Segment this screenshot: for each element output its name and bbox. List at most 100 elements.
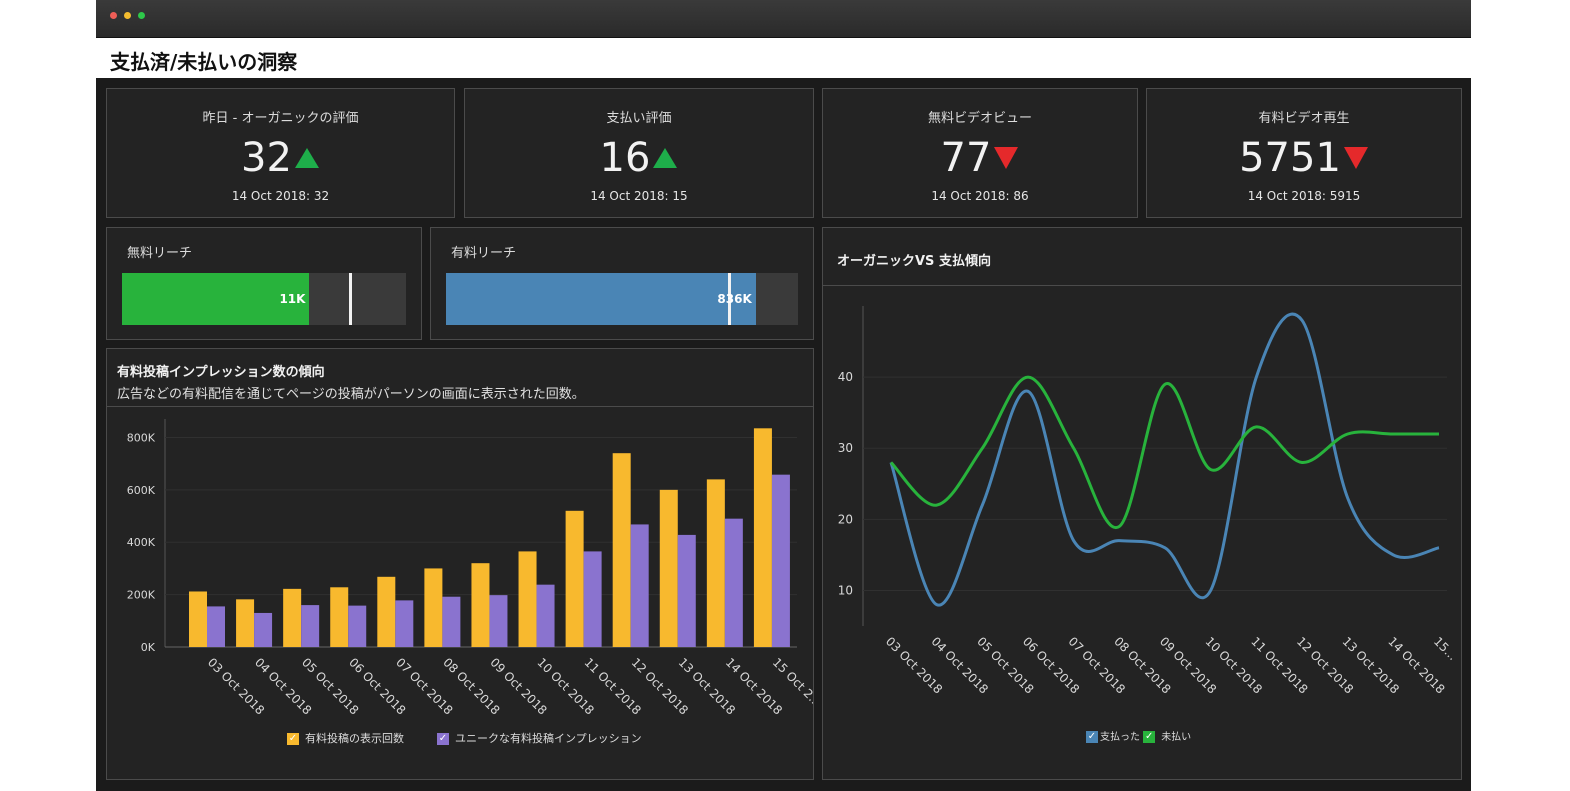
bar-paid-impressions — [471, 563, 490, 647]
y-tick-label: 20 — [838, 512, 853, 526]
checkbox-icon[interactable]: ✓ — [287, 733, 299, 745]
y-tick-label: 400K — [127, 536, 156, 549]
bar-unique-impressions — [677, 534, 696, 647]
divider — [107, 406, 813, 407]
chart-subtitle: 広告などの有料配信を通じてページの投稿がパーソンの画面に表示された回数。 — [117, 387, 585, 402]
trend-up-icon — [652, 147, 678, 169]
kpi-value: 5751 — [1239, 135, 1341, 181]
bar-unique-impressions — [254, 612, 273, 647]
x-tick-label: 15... — [1431, 634, 1460, 663]
y-tick-label: 40 — [838, 370, 853, 384]
divider — [823, 285, 1461, 286]
trend-down-icon — [993, 146, 1019, 170]
bar-unique-impressions — [630, 524, 649, 647]
kpi-value: 32 — [241, 135, 292, 181]
chart-title: 有料投稿インプレッション数の傾向 — [117, 365, 325, 380]
bar-paid-impressions — [377, 576, 396, 647]
reach-value: 836K — [717, 292, 752, 306]
bar-unique-impressions — [395, 600, 414, 647]
bar-paid-impressions — [753, 428, 772, 647]
kpi-card-paid-video-plays[interactable]: 有料ビデオ再生 5751 14 Oct 2018: 5915 — [1146, 88, 1462, 218]
trend-down-icon — [1343, 146, 1369, 170]
kpi-card-free-video-views[interactable]: 無料ビデオビュー 77 14 Oct 2018: 86 — [822, 88, 1138, 218]
maximize-window-icon[interactable] — [138, 12, 145, 19]
y-tick-label: 10 — [838, 583, 853, 597]
close-window-icon[interactable] — [110, 12, 117, 19]
bar-unique-impressions — [583, 551, 602, 647]
legend-item-paid[interactable]: ✓ 支払った — [1086, 731, 1140, 743]
line-legend: ✓ 支払った ✓ 未払い — [1086, 728, 1191, 743]
checkbox-icon[interactable]: ✓ — [437, 733, 449, 745]
app-window: 支払済/未払いの洞察 昨日 - オーガニックの評価 32 14 Oct 2018… — [96, 0, 1471, 791]
reach-value: 11K — [279, 292, 306, 306]
chart-title: オーガニックVS 支払傾向 — [837, 254, 991, 269]
bar-paid-impressions — [612, 453, 631, 647]
free-reach-bar: 11K — [122, 273, 406, 325]
bar-paid-impressions — [236, 599, 255, 647]
bar-paid-impressions — [706, 479, 725, 647]
title-bar: 支払済/未払いの洞察 — [96, 38, 1471, 78]
kpi-previous: 14 Oct 2018: 5915 — [1247, 189, 1361, 203]
bar-paid-impressions — [283, 588, 302, 647]
kpi-label: 支払い評価 — [606, 111, 672, 126]
series-line-unpaid — [889, 375, 1439, 530]
kpi-value: 16 — [599, 135, 651, 181]
legend-label: 未払い — [1161, 732, 1192, 743]
bar-paid-impressions — [659, 489, 678, 647]
y-tick-label: 600K — [127, 484, 156, 497]
bar-unique-impressions — [348, 605, 367, 647]
bar-unique-impressions — [771, 474, 790, 647]
bar-unique-impressions — [442, 596, 461, 647]
kpi-card-organic-rating[interactable]: 昨日 - オーガニックの評価 32 14 Oct 2018: 32 — [106, 88, 455, 218]
reach-label: 有料リーチ — [451, 246, 517, 261]
kpi-label: 昨日 - オーガニックの評価 — [202, 111, 359, 126]
legend-label: ユニークな有料投稿インプレッション — [455, 732, 642, 745]
paid-reach-fill — [446, 273, 756, 325]
kpi-label: 無料ビデオビュー — [927, 111, 1032, 126]
y-tick-label: 200K — [127, 589, 156, 602]
bar-paid-impressions — [189, 591, 207, 647]
kpi-previous: 14 Oct 2018: 32 — [231, 189, 330, 203]
bar-paid-impressions — [424, 568, 443, 647]
checkbox-icon[interactable]: ✓ — [1086, 731, 1098, 743]
legend-label: 支払った — [1100, 732, 1140, 743]
page-title: 支払済/未払いの洞察 — [110, 50, 298, 74]
legend-label: 有料投稿の表示回数 — [305, 732, 404, 745]
dashboard: 昨日 - オーガニックの評価 32 14 Oct 2018: 32 支払い評価 … — [96, 78, 1471, 791]
kpi-previous: 14 Oct 2018: 15 — [590, 189, 688, 203]
free-reach-fill — [122, 273, 310, 325]
kpi-previous: 14 Oct 2018: 86 — [931, 189, 1029, 203]
bar-unique-impressions — [207, 606, 225, 647]
bar-unique-impressions — [724, 518, 743, 647]
window-titlebar — [96, 0, 1471, 38]
target-marker — [349, 273, 353, 325]
target-marker — [727, 273, 731, 325]
checkbox-icon[interactable]: ✓ — [1143, 731, 1156, 743]
bar-unique-impressions — [536, 584, 555, 647]
reach-label: 無料リーチ — [127, 246, 193, 261]
kpi-label: 有料ビデオ再生 — [1258, 111, 1350, 126]
kpi-value: 77 — [940, 135, 992, 181]
legend-item-paid-impressions[interactable]: ✓ 有料投稿の表示回数 — [287, 732, 404, 745]
trend-up-icon — [294, 147, 320, 169]
trend-chart-card: オーガニックVS 支払傾向 10 20 30 40 03 Oct 2018 04 Oct … — [822, 227, 1462, 780]
bar-paid-impressions — [518, 551, 537, 647]
minimize-window-icon[interactable] — [124, 12, 131, 19]
legend-item-unpaid[interactable]: ✓ 未払い — [1143, 731, 1192, 743]
paid-reach-bar: 836K — [446, 273, 798, 325]
bar-unique-impressions — [301, 605, 320, 647]
paid-reach-card[interactable]: 有料リーチ 836K — [430, 227, 814, 340]
y-tick-label: 0K — [141, 641, 156, 654]
kpi-card-paid-rating[interactable]: 支払い評価 16 14 Oct 2018: 15 — [464, 88, 814, 218]
y-tick-label: 30 — [838, 441, 853, 455]
free-reach-card[interactable]: 無料リーチ 11K — [106, 227, 422, 340]
legend-item-unique-impressions[interactable]: ✓ ユニークな有料投稿インプレッション — [437, 732, 642, 745]
y-tick-label: 800K — [127, 431, 156, 444]
impressions-chart-card: 有料投稿インプレッション数の傾向 広告などの有料配信を通じてページの投稿がパーソ… — [106, 348, 814, 780]
bar-paid-impressions — [330, 587, 349, 647]
bar-legend: ✓ 有料投稿の表示回数 ✓ ユニークな有料投稿インプレッション — [287, 730, 642, 746]
bar-unique-impressions — [489, 595, 508, 647]
bar-paid-impressions — [565, 510, 584, 647]
